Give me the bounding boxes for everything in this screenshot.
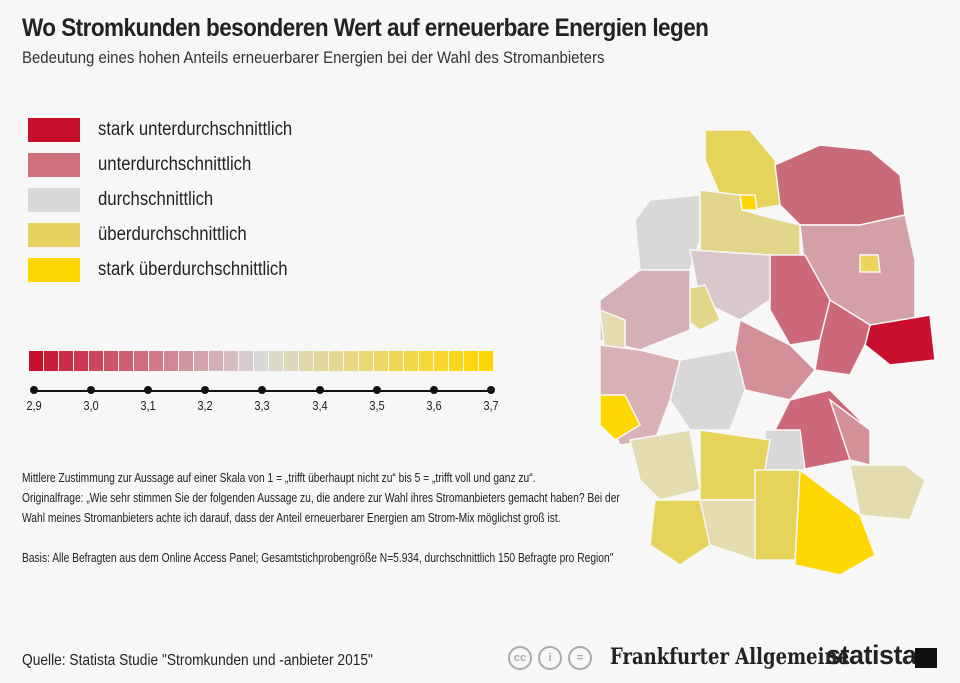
tick-label: 3,4 bbox=[311, 398, 328, 413]
tick-dot bbox=[258, 386, 267, 394]
note-line-3: Wahl meines Stromanbieters achte ich dar… bbox=[22, 511, 561, 525]
tick-dot bbox=[429, 386, 438, 394]
legend-label: durchschnittlich bbox=[98, 188, 214, 210]
scale-cell bbox=[149, 351, 163, 371]
legend-swatch bbox=[28, 257, 80, 282]
map-region bbox=[699, 499, 761, 562]
note-line-2: Originalfrage: „Wie sehr stimmen Sie der… bbox=[22, 491, 620, 505]
scale-cell bbox=[224, 351, 238, 371]
cc-icon: cc bbox=[508, 646, 532, 670]
scale-cell bbox=[239, 351, 253, 371]
scale-cell bbox=[314, 351, 328, 371]
scale-cell bbox=[44, 351, 58, 371]
map-region bbox=[739, 194, 758, 211]
map-region bbox=[764, 429, 806, 471]
scale-cell bbox=[179, 351, 193, 371]
statista-logo-icon bbox=[915, 648, 937, 668]
map-region bbox=[704, 129, 781, 211]
tick-label: 3,2 bbox=[197, 398, 213, 413]
tick-label: 3,3 bbox=[254, 398, 271, 413]
scale-cell bbox=[404, 351, 418, 371]
legend-item: durchschnittlich bbox=[28, 182, 319, 217]
legend-swatch bbox=[28, 152, 80, 177]
map-region bbox=[794, 468, 876, 576]
legend-label: stark unterdurchschnittlich bbox=[98, 118, 293, 140]
scale-cell bbox=[59, 351, 73, 371]
scale-cell bbox=[104, 351, 118, 371]
scale-cell bbox=[299, 351, 313, 371]
scale-cell bbox=[119, 351, 133, 371]
scale-cell bbox=[164, 351, 178, 371]
scale-cell bbox=[29, 351, 43, 371]
map-region bbox=[669, 349, 746, 431]
map-region bbox=[774, 144, 906, 226]
tick-dot bbox=[201, 386, 210, 394]
scale-cell bbox=[449, 351, 463, 371]
scale-cell bbox=[374, 351, 388, 371]
map-region bbox=[814, 298, 871, 376]
scale-cell bbox=[74, 351, 88, 371]
tick-label: 3,1 bbox=[140, 398, 156, 413]
map-region bbox=[849, 464, 926, 521]
page-subtitle: Bedeutung eines hohen Anteils erneuerbar… bbox=[22, 48, 605, 67]
scale-cell bbox=[434, 351, 448, 371]
tick-label: 3,6 bbox=[426, 398, 442, 413]
legend-swatch bbox=[28, 187, 80, 212]
map-region bbox=[859, 254, 881, 273]
tick-label: 3,5 bbox=[368, 398, 385, 413]
scale-cell bbox=[389, 351, 403, 371]
tick-label: 3,7 bbox=[483, 398, 499, 413]
scale-cell bbox=[359, 351, 373, 371]
map-region bbox=[599, 394, 641, 441]
by-icon: i bbox=[538, 646, 562, 670]
legend-label: unterdurchschnittlich bbox=[98, 153, 252, 175]
scale-cell bbox=[269, 351, 283, 371]
scale-cell bbox=[329, 351, 343, 371]
scale-cell bbox=[194, 351, 208, 371]
scale-cell bbox=[254, 351, 268, 371]
tick-dot bbox=[315, 386, 324, 394]
legend-label: überdurchschnittlich bbox=[98, 223, 247, 245]
scale-cell bbox=[419, 351, 433, 371]
tick-label: 2,9 bbox=[26, 398, 42, 413]
tick-dot bbox=[372, 386, 381, 394]
scale-cell bbox=[89, 351, 103, 371]
legend-item: stark unterdurchschnittlich bbox=[28, 112, 319, 147]
legend-swatch bbox=[28, 222, 80, 247]
tick-dot bbox=[87, 386, 96, 394]
statista-logo: statista bbox=[826, 640, 917, 670]
legend: stark unterdurchschnittlich unterdurchsch… bbox=[28, 112, 319, 287]
scale-cell bbox=[284, 351, 298, 371]
color-scale bbox=[29, 351, 494, 371]
scale-cell bbox=[479, 351, 493, 371]
tick-dot bbox=[30, 386, 38, 394]
scale-cell bbox=[209, 351, 223, 371]
faz-logo: Frankfurter Allgemeine bbox=[610, 644, 850, 670]
page-title: Wo Stromkunden besonderen Wert auf erneu… bbox=[22, 14, 709, 42]
tick-dot bbox=[144, 386, 153, 394]
tick-label: 3,0 bbox=[83, 398, 99, 413]
source: Quelle: Statista Studie "Stromkunden und… bbox=[22, 652, 373, 669]
scale-cell bbox=[464, 351, 478, 371]
legend-swatch bbox=[28, 117, 80, 142]
note-line-1: Mittlere Zustimmung zur Aussage auf eine… bbox=[22, 471, 536, 485]
legend-item: stark überdurchschnittlich bbox=[28, 252, 319, 287]
map-region bbox=[649, 499, 711, 566]
legend-item: unterdurchschnittlich bbox=[28, 147, 319, 182]
legend-label: stark überdurchschnittlich bbox=[98, 258, 288, 280]
note-basis: Basis: Alle Befragten aus dem Online Acc… bbox=[22, 551, 614, 565]
scale-cell bbox=[134, 351, 148, 371]
tick-dot bbox=[486, 386, 495, 394]
scale-cell bbox=[344, 351, 358, 371]
map-region bbox=[754, 469, 801, 561]
nd-icon: = bbox=[568, 646, 592, 670]
map-region bbox=[629, 429, 701, 501]
legend-item: überdurchschnittlich bbox=[28, 217, 319, 252]
